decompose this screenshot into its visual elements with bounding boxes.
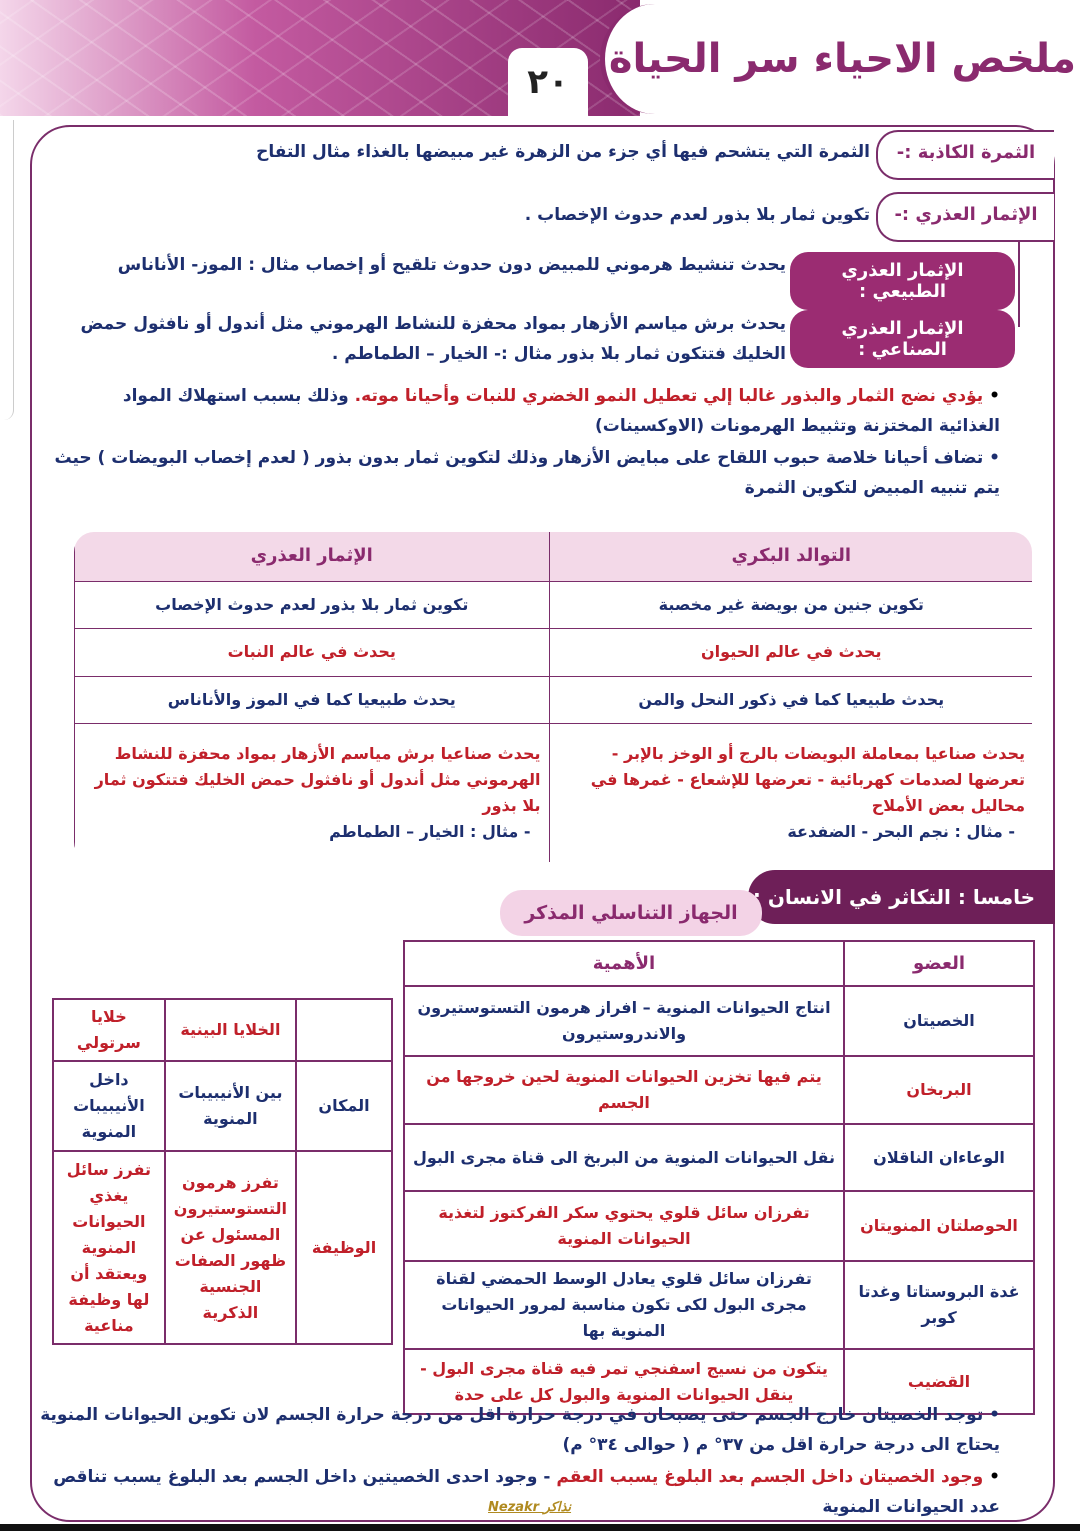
- header-role: الأهمية: [403, 940, 845, 987]
- note-pollen: • تضاف أحيانا خلاصة حبوب اللقاح على مباي…: [54, 448, 1000, 498]
- watermark-logo: Nezakr نذاكر: [488, 1500, 572, 1515]
- cell: يحدث في عالم النبات: [74, 627, 550, 677]
- organs-table: العضو الأهمية الخصيتان انتاج الحيوانات الم…: [403, 940, 1035, 1415]
- header-parthenogenesis: التوالد البكري: [548, 532, 1032, 582]
- cell: تكوين ثمار بلا بذور لعدم حدوث الإخصاب: [74, 580, 550, 629]
- cell: يحدث طبيعيا كما في ذكور النحل والمن: [548, 675, 1032, 724]
- organ-name: غدة البروستاتا وغدتا كوبر: [843, 1260, 1035, 1350]
- table-row: يحدث صناعيا بمعاملة البويضات بالرج أو ال…: [74, 722, 1032, 862]
- note-testes-outside: • توجد الخصيتان خارج الجسم حتى يصبحان في…: [40, 1405, 1000, 1455]
- table-row: يحدث في عالم الحيوان يحدث في عالم النبات: [74, 627, 1032, 677]
- table-row: غدة البروستاتا وغدتا كوبر تفرزان سائل قلو…: [403, 1260, 1035, 1350]
- organ-role: يتم فيها تخزين الحيوانات المنوية لحين خر…: [403, 1055, 845, 1125]
- organ-role: نقل الحيوانات المنوية من البربخ الى قناة…: [403, 1123, 845, 1192]
- table-row: البربخان يتم فيها تخزين الحيوانات المنوية…: [403, 1055, 1035, 1125]
- artificial-parthenocarpy: يحدث صناعيا برش مياسم الأزهار بمواد محفز…: [94, 743, 541, 815]
- cell: يحدث في عالم الحيوان: [548, 627, 1032, 677]
- header-parthenocarpy: الإثمار العذري: [74, 532, 550, 582]
- organ-role: تفرزان سائل قلوي يحتوي سكر الفركتوز لتغذ…: [403, 1190, 845, 1262]
- header-leydig: الخلايا البينية: [163, 998, 298, 1062]
- page-title: ملخص الاحياء سر الحياة: [600, 4, 1080, 114]
- term-natural: الإثمار العذري الطبيعي :: [790, 252, 1015, 310]
- note-ripening-red: يؤدي نضج الثمار والبذور غالبا إلي تعطيل …: [354, 386, 984, 406]
- content-frame: [30, 125, 1055, 1522]
- organ-role: انتاج الحيوانات المنوية – افراز هرمون ال…: [403, 985, 845, 1057]
- cell: المكان: [295, 1060, 393, 1152]
- cell: تكوين جنين من بويضة غير مخصبة: [548, 580, 1032, 629]
- term-parthenocarpy: الإثمار العذري :-: [876, 192, 1054, 242]
- cell: داخل الأنيبيبات المنوية: [52, 1060, 166, 1152]
- note-ripening-blue: وذلك بسبب استهلاك المواد الغذائية المختز…: [122, 386, 1000, 436]
- cell: بين الأنيبيبات المنوية: [163, 1060, 298, 1152]
- cell: الوظيفة: [295, 1150, 393, 1345]
- table-row: الخصيتان انتاج الحيوانات المنوية – افراز …: [403, 985, 1035, 1057]
- term-artificial: الإثمار العذري الصناعي :: [790, 310, 1015, 368]
- table-row: يحدث طبيعيا كما في ذكور النحل والمن يحدث …: [74, 675, 1032, 724]
- note-pollen-text: تضاف أحيانا خلاصة حبوب اللقاح على مبايض …: [54, 448, 1000, 498]
- note-blue: - وجود احدى الخصيتين داخل الجسم بعد البل…: [53, 1467, 1000, 1517]
- cell: يحدث طبيعيا كما في الموز والأناناس: [74, 675, 550, 724]
- organ-name: القضيب: [843, 1348, 1035, 1415]
- def-natural: يحدث تنشيط هرموني للمبيض دون حدوث تلقيح …: [117, 255, 786, 275]
- table-row: الوظيفة تفرز هرمون التستوستيرون المسئول ع…: [52, 1150, 393, 1345]
- page-edge: [0, 120, 14, 420]
- def-parthenocarpy: تكوين ثمار بلا بذور لعدم حدوث الإخصاب .: [524, 205, 870, 225]
- organ-name: الخصيتان: [843, 985, 1035, 1057]
- cell: تفرز هرمون التستوستيرون المسئول عن ظهور …: [163, 1150, 298, 1345]
- table-row: الحوصلتان المنويتان تفرزان سائل قلوي يحتو…: [403, 1190, 1035, 1262]
- header-organ: العضو: [843, 940, 1035, 987]
- table-row: المكان بين الأنيبيبات المنوية داخل الأنيبي…: [52, 1060, 393, 1152]
- example: - مثال : نجم البحر - الضفدعة: [787, 821, 1015, 841]
- note-red: وجود الخصيتان داخل الجسم بعد البلوغ يسبب…: [556, 1467, 984, 1487]
- organ-name: الحوصلتان المنويتان: [843, 1190, 1035, 1262]
- page-number: ٢٠: [508, 48, 588, 116]
- bottom-bar: [0, 1524, 1080, 1531]
- subsection-heading: الجهاز التناسلي المذكر: [500, 890, 762, 936]
- def-false-fruit: الثمرة التي يتشحم فيها أي جزء من الزهرة …: [256, 142, 870, 162]
- cell: يحدث صناعيا بمعاملة البويضات بالرج أو ال…: [548, 722, 1032, 862]
- term-false-fruit: الثمرة الكاذبة :-: [876, 130, 1054, 180]
- cell: يحدث صناعيا برش مياسم الأزهار بمواد محفز…: [74, 722, 550, 862]
- organ-role: تفرزان سائل قلوي يعادل الوسط الحمضي لقنا…: [403, 1260, 845, 1350]
- example: - مثال : الخيار – الطماطم: [329, 821, 531, 841]
- organ-name: البربخان: [843, 1055, 1035, 1125]
- cell: تفرز سائل يغذي الحيوانات المنوية ويعتقد …: [52, 1150, 166, 1345]
- organ-role: يتكون من نسيج اسفنجي تمر فيه قناة مجرى ا…: [403, 1348, 845, 1415]
- table-row: تكوين جنين من بويضة غير مخصبة تكوين ثمار …: [74, 580, 1032, 629]
- cell: [295, 998, 393, 1062]
- cells-table: الخلايا البينية خلايا سرتولي المكان بين ال…: [52, 998, 393, 1345]
- comparison-table: التوالد البكري الإثمار العذري تكوين جنين …: [72, 530, 1034, 864]
- note-text: توجد الخصيتان خارج الجسم حتى يصبحان في د…: [40, 1405, 1000, 1455]
- header-sertoli: خلايا سرتولي: [52, 998, 166, 1062]
- artificial-parthenogenesis: يحدث صناعيا بمعاملة البويضات بالرج أو ال…: [590, 743, 1025, 815]
- note-ripening: • يؤدي نضج الثمار والبذور غالبا إلي تعطي…: [122, 386, 1000, 436]
- table-row: الوعاءان الناقلان نقل الحيوانات المنوية م…: [403, 1123, 1035, 1192]
- organ-name: الوعاءان الناقلان: [843, 1123, 1035, 1192]
- note-testes-inside: • وجود الخصيتان داخل الجسم بعد البلوغ يس…: [53, 1467, 1000, 1517]
- section-heading: خامسا : التكاثر في الانسان :: [748, 870, 1055, 924]
- connector-line: [1018, 242, 1020, 327]
- table-row: القضيب يتكون من نسيج اسفنجي تمر فيه قناة …: [403, 1348, 1035, 1415]
- def-artificial: يحدث برش مياسم الأزهار بمواد محفزة للنشا…: [80, 314, 786, 364]
